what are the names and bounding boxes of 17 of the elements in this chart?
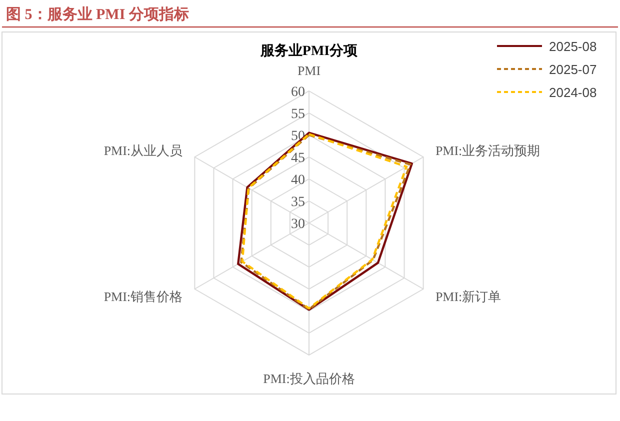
spoke-label: PMI:销售价格 bbox=[104, 289, 183, 304]
y-tick-label: 60 bbox=[291, 85, 305, 100]
legend-label: 2025-08 bbox=[549, 39, 597, 54]
chart-subtitle: 服务业PMI分项 bbox=[259, 43, 359, 59]
y-tick-label: 35 bbox=[291, 195, 305, 210]
spoke-label: PMI:新订单 bbox=[435, 289, 502, 304]
legend-label: 2025-07 bbox=[549, 62, 597, 77]
spoke-label: PMI:投入品价格 bbox=[263, 371, 355, 386]
y-tick-label: 55 bbox=[291, 107, 305, 122]
spoke-label: PMI:业务活动预期 bbox=[435, 143, 540, 158]
spoke-label: PMI bbox=[297, 63, 321, 78]
y-tick-label: 45 bbox=[291, 151, 305, 166]
y-tick-label: 40 bbox=[291, 173, 305, 188]
y-tick-label: 30 bbox=[291, 217, 305, 232]
legend-label: 2024-08 bbox=[549, 85, 597, 100]
spoke-label: PMI:从业人员 bbox=[104, 143, 183, 158]
chart-title: 图 5：服务业 PMI 分项指标 bbox=[6, 6, 189, 23]
